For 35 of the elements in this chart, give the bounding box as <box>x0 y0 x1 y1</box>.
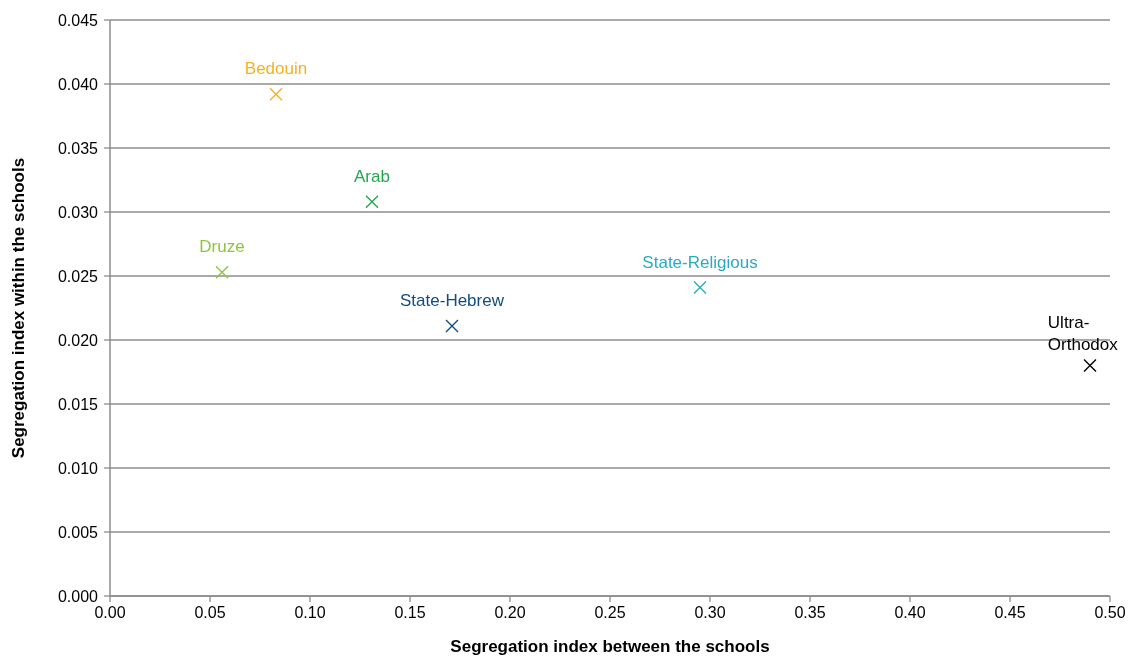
x-tick-label: 0.40 <box>894 604 926 621</box>
point <box>215 265 229 279</box>
y-tick-label: 0.000 <box>57 587 99 605</box>
series-label: Druze <box>199 237 245 257</box>
series-label: Ultra-Orthodox <box>1047 312 1119 354</box>
x-tick-label: 0.15 <box>394 604 426 621</box>
series-label: State-Hebrew <box>400 290 505 310</box>
x-tick-label: 0.45 <box>994 604 1026 621</box>
y-tick-label: 0.025 <box>57 267 99 285</box>
y-tick-label: 0.045 <box>57 11 99 29</box>
y-tick-label: 0.020 <box>57 331 99 349</box>
point <box>1083 358 1097 373</box>
x-tick-label: 0.20 <box>494 604 526 621</box>
y-tick-label: 0.010 <box>57 459 99 477</box>
point <box>365 195 379 209</box>
point <box>693 280 707 295</box>
series-label: State-Religious <box>642 252 758 272</box>
y-tick-label: 0.005 <box>57 523 99 541</box>
y-tick-label: 0.030 <box>57 203 99 221</box>
point <box>445 319 459 333</box>
y-tick-label: 0.040 <box>57 75 99 93</box>
x-tick-label: 0.05 <box>194 604 226 621</box>
series-label: Bedouin <box>244 59 308 79</box>
y-tick-label: 0.035 <box>57 139 99 157</box>
point <box>269 87 283 101</box>
x-tick-label: 0.50 <box>1094 604 1126 621</box>
y-tick-label: 0.015 <box>57 395 99 413</box>
series-label: Arab <box>354 166 390 186</box>
x-axis-title: Segregation index between the schools <box>450 637 770 656</box>
x-tick-label: 0.35 <box>794 604 826 621</box>
x-tick-label: 0.25 <box>594 604 626 621</box>
x-tick-label: 0.00 <box>94 604 126 621</box>
x-tick-label: 0.10 <box>294 604 326 621</box>
x-tick-label: 0.30 <box>694 604 726 621</box>
y-axis-title: Segregation index within the schools <box>9 157 28 459</box>
